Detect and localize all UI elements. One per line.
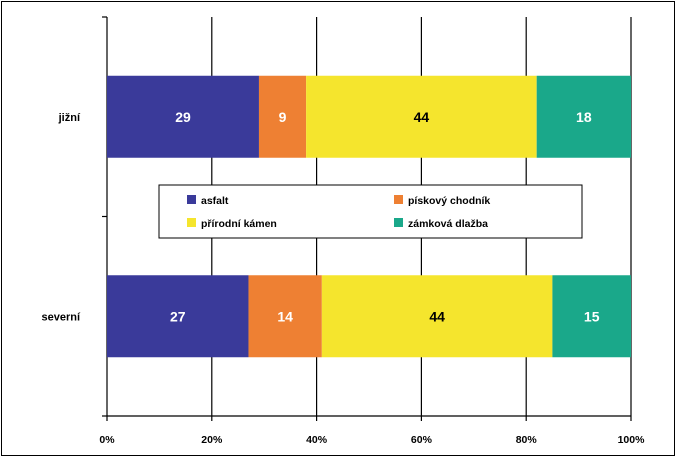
data-label: 9 bbox=[279, 109, 287, 125]
bar-segment bbox=[248, 275, 322, 358]
legend-swatch bbox=[394, 218, 403, 227]
bar-segment bbox=[321, 275, 553, 358]
legend-label: zámková dlažba bbox=[408, 218, 488, 230]
legend-box bbox=[158, 184, 583, 239]
x-tick-label: 20% bbox=[201, 434, 223, 446]
x-tick-label: 40% bbox=[306, 434, 328, 446]
bar-segment bbox=[536, 75, 631, 158]
category-label: jižní bbox=[58, 112, 81, 124]
data-label: 18 bbox=[576, 109, 592, 125]
x-tick-label: 100% bbox=[618, 434, 646, 446]
x-tick-label: 0% bbox=[99, 434, 115, 446]
x-tick-label: 80% bbox=[516, 434, 538, 446]
data-label: 15 bbox=[584, 308, 600, 324]
data-label: 29 bbox=[175, 109, 191, 125]
legend-label: přírodní kámen bbox=[201, 218, 277, 230]
x-tick-label: 60% bbox=[411, 434, 433, 446]
data-label: 27 bbox=[170, 308, 186, 324]
legend-label: asfalt bbox=[201, 195, 229, 207]
bar-segment bbox=[258, 75, 307, 158]
data-label: 14 bbox=[277, 308, 293, 324]
bar-segment bbox=[107, 75, 259, 158]
category-label: severní bbox=[41, 311, 80, 323]
data-label: 44 bbox=[429, 308, 445, 324]
data-label: 44 bbox=[414, 109, 430, 125]
bar-segment bbox=[552, 275, 631, 358]
bar-segment bbox=[107, 275, 249, 358]
legend-swatch bbox=[187, 218, 196, 227]
legend-swatch bbox=[187, 195, 196, 204]
legend-label: pískový chodník bbox=[408, 195, 490, 207]
legend-swatch bbox=[394, 195, 403, 204]
bar-segment bbox=[306, 75, 537, 158]
